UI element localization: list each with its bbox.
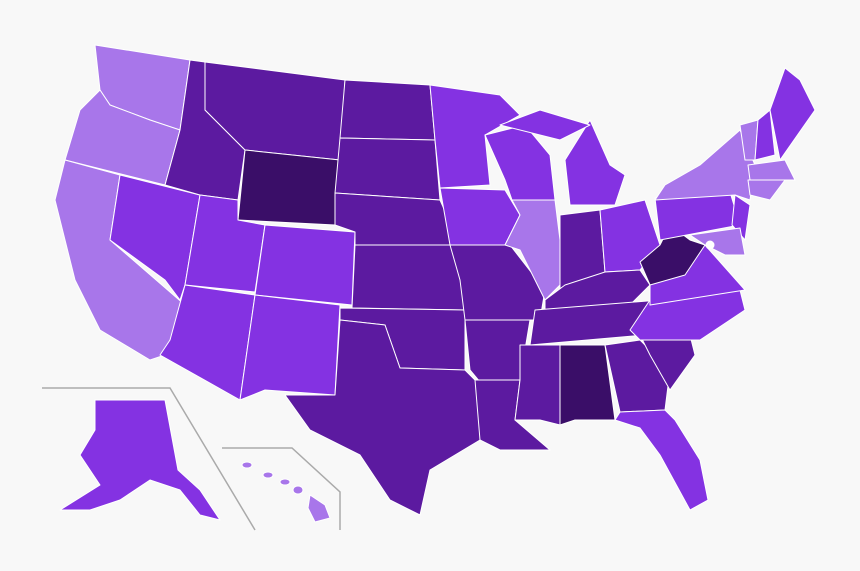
state-tx bbox=[284, 319, 481, 516]
inset-borders bbox=[42, 387, 341, 531]
state-mn bbox=[429, 84, 521, 189]
state-il bbox=[504, 199, 566, 301]
hawaii-inset-border bbox=[222, 447, 341, 530]
state-al bbox=[559, 344, 616, 426]
state-nh bbox=[754, 109, 776, 161]
state-sd bbox=[334, 137, 441, 201]
state-nm bbox=[239, 294, 341, 401]
state-wv bbox=[639, 224, 706, 286]
state-wy bbox=[237, 149, 341, 226]
hi-island bbox=[241, 461, 253, 469]
state-me bbox=[769, 67, 816, 161]
state-md-de bbox=[689, 227, 746, 256]
states bbox=[54, 44, 816, 523]
state-ks bbox=[351, 244, 466, 311]
state-ms bbox=[514, 344, 561, 426]
state-ct-ri bbox=[747, 179, 786, 201]
state-mi-lower bbox=[564, 119, 626, 206]
state-co bbox=[254, 224, 356, 306]
state-ak bbox=[59, 399, 221, 521]
state-ia bbox=[439, 187, 521, 246]
hi-island bbox=[279, 478, 291, 486]
hi-island bbox=[292, 485, 304, 495]
alaska-inset-border bbox=[42, 387, 256, 531]
state-mi-upper bbox=[499, 109, 591, 141]
hi-island bbox=[307, 494, 331, 523]
hi-island bbox=[262, 471, 274, 479]
state-hi bbox=[241, 461, 331, 523]
state-nd bbox=[339, 79, 436, 141]
state-az bbox=[159, 284, 256, 401]
dc-marker bbox=[705, 240, 715, 250]
state-ma bbox=[747, 159, 796, 181]
state-fl bbox=[614, 409, 709, 511]
